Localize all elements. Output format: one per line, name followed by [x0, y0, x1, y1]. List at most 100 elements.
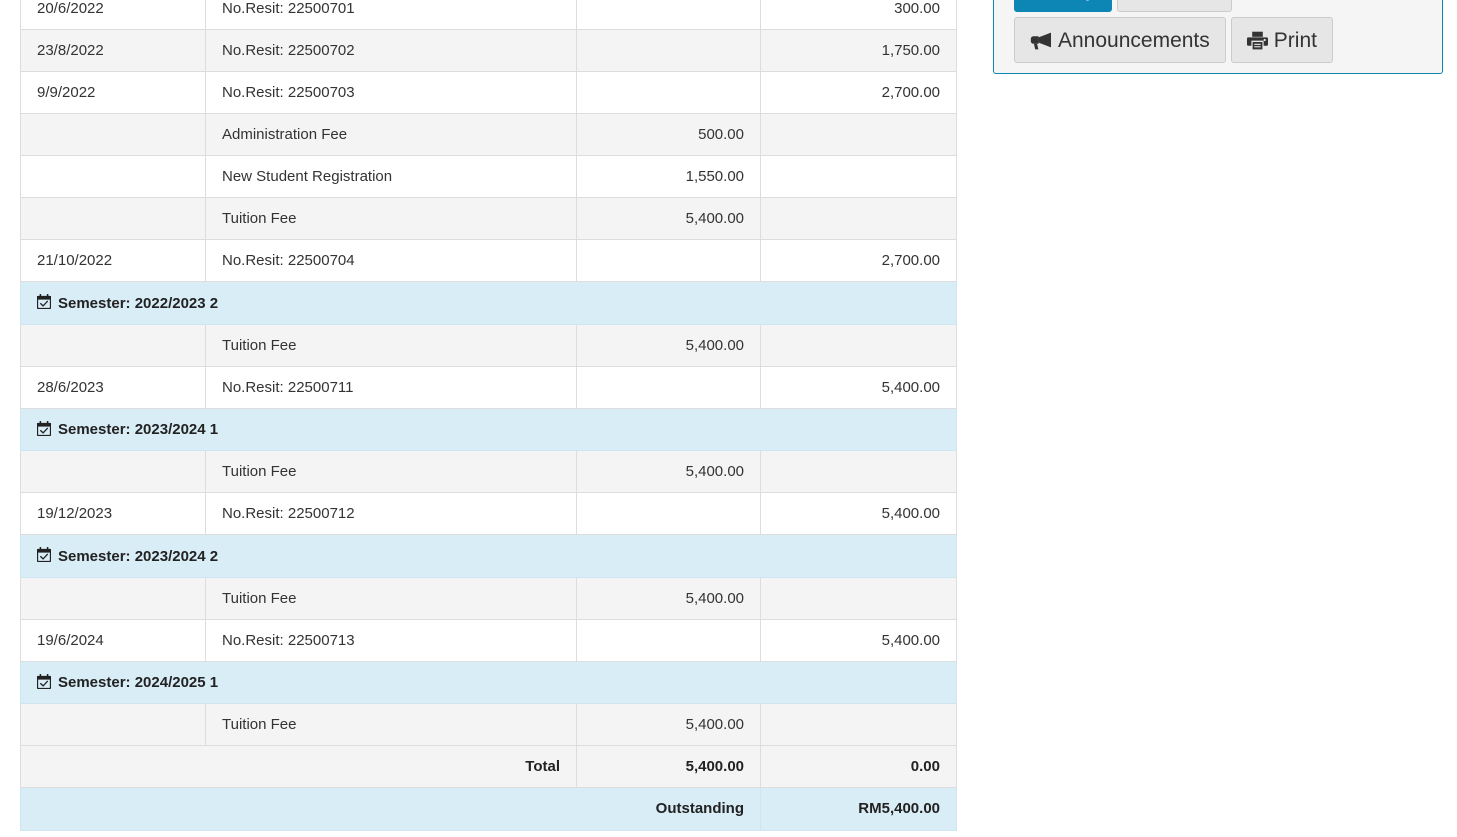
transaction-credit-cell — [760, 703, 957, 747]
transaction-debit-cell: 5,400.00 — [576, 576, 761, 620]
transaction-debit-cell — [576, 0, 761, 30]
bullhorn-icon — [1030, 32, 1051, 49]
table-row: Tuition Fee 5,400.00 — [20, 576, 957, 620]
action-panel: Pay Profile Announcements Print — [993, 0, 1443, 74]
transaction-description-cell: Tuition Fee — [205, 576, 577, 620]
table-row: 21/10/2022 No.Resit: 22500704 2,700.00 — [20, 239, 957, 282]
total-row: Total 5,400.00 0.00 — [20, 745, 957, 789]
transaction-debit-cell: 5,400.00 — [576, 197, 761, 240]
transaction-description-cell: No.Resit: 22500711 — [205, 365, 577, 409]
profile-button[interactable]: Profile — [1117, 0, 1232, 12]
print-button[interactable]: Print — [1230, 17, 1333, 63]
transaction-date-cell: 20/6/2022 — [20, 0, 206, 30]
transaction-debit-cell — [576, 365, 761, 409]
semester-header-row: Semester: 2023/2024 1 — [20, 407, 957, 452]
semester-header-row: Semester: 2024/2025 1 — [20, 660, 957, 705]
fee-statement-panel: 20/6/2022 No.Resit: 22500701 300.00 23/8/20… — [20, 0, 957, 832]
pay-button[interactable]: Pay — [1014, 0, 1113, 12]
transaction-credit-cell: 2,700.00 — [760, 239, 957, 282]
transaction-date-cell: 23/8/2022 — [20, 29, 206, 72]
semester-label: Semester: 2024/2025 1 — [58, 674, 219, 692]
transaction-description-cell: No.Resit: 22500713 — [205, 618, 577, 662]
table-row: Tuition Fee 5,400.00 — [20, 197, 957, 240]
outstanding-label: Outstanding — [20, 787, 761, 832]
transaction-description-cell: No.Resit: 22500702 — [205, 29, 577, 72]
transaction-credit-cell: 5,400.00 — [760, 618, 957, 662]
transaction-date-cell: 28/6/2023 — [20, 365, 206, 409]
transaction-description-cell: Tuition Fee — [205, 323, 577, 367]
outstanding-row: Outstanding RM5,400.00 — [20, 787, 957, 832]
transaction-date-cell — [20, 450, 206, 494]
table-row: 20/6/2022 No.Resit: 22500701 300.00 — [20, 0, 957, 30]
transaction-credit-cell — [760, 197, 957, 240]
transaction-credit-cell — [760, 450, 957, 494]
transaction-credit-cell — [760, 155, 957, 198]
transaction-date-cell: 19/6/2024 — [20, 618, 206, 662]
transaction-description-cell: New Student Registration — [205, 155, 577, 198]
calendar-check-icon — [37, 294, 51, 309]
action-button-tray: Pay Profile Announcements Print — [1014, 0, 1434, 63]
table-row: 19/6/2024 No.Resit: 22500713 5,400.00 — [20, 618, 957, 662]
transaction-debit-cell — [576, 618, 761, 662]
transaction-debit-cell — [576, 71, 761, 114]
transaction-date-cell: 21/10/2022 — [20, 239, 206, 282]
total-debit-value: 5,400.00 — [576, 745, 761, 789]
transaction-credit-cell: 2,700.00 — [760, 71, 957, 114]
total-credit-value: 0.00 — [760, 745, 957, 789]
transaction-debit-cell — [576, 492, 761, 536]
fee-statement-table: 20/6/2022 No.Resit: 22500701 300.00 23/8/20… — [20, 0, 957, 832]
transaction-debit-cell: 500.00 — [576, 113, 761, 156]
transaction-description-cell: No.Resit: 22500704 — [205, 239, 577, 282]
transaction-date-cell — [20, 703, 206, 747]
transaction-credit-cell — [760, 323, 957, 367]
calendar-check-icon — [37, 420, 51, 436]
calendar-check-icon — [37, 673, 51, 689]
print-button-label: Print — [1273, 28, 1317, 52]
transaction-credit-cell — [760, 113, 957, 156]
transaction-date-cell — [20, 113, 206, 156]
semester-label: Semester: 2023/2024 2 — [58, 547, 219, 565]
semester-header-cell: Semester: 2023/2024 2 — [20, 534, 957, 578]
transaction-debit-cell — [576, 29, 761, 72]
transaction-description-cell: Administration Fee — [205, 113, 577, 156]
semester-label: Semester: 2023/2024 1 — [58, 421, 219, 439]
table-row: 28/6/2023 No.Resit: 22500711 5,400.00 — [20, 365, 957, 409]
transaction-debit-cell — [576, 239, 761, 282]
semester-header-row: Semester: 2022/2023 2 — [20, 281, 957, 325]
transaction-date-cell — [20, 323, 206, 367]
transaction-description-cell: No.Resit: 22500701 — [205, 0, 577, 30]
calendar-check-icon — [37, 547, 51, 563]
semester-header-row: Semester: 2023/2024 2 — [20, 534, 957, 578]
transaction-date-cell — [20, 576, 206, 620]
transaction-credit-cell: 300.00 — [760, 0, 957, 30]
table-row: Administration Fee 500.00 — [20, 113, 957, 156]
table-row: 23/8/2022 No.Resit: 22500702 1,750.00 — [20, 29, 957, 72]
table-row: New Student Registration 1,550.00 — [20, 155, 957, 198]
table-row: Tuition Fee 5,400.00 — [20, 323, 957, 367]
transaction-description-cell: No.Resit: 22500712 — [205, 492, 577, 536]
announcements-button-label: Announcements — [1058, 28, 1210, 52]
semester-header-cell: Semester: 2024/2025 1 — [20, 660, 957, 705]
transaction-description-cell: Tuition Fee — [205, 197, 577, 240]
transaction-debit-cell: 5,400.00 — [576, 323, 761, 367]
table-row: 9/9/2022 No.Resit: 22500703 2,700.00 — [20, 71, 957, 114]
semester-header-cell: Semester: 2022/2023 2 — [20, 281, 957, 325]
transaction-debit-cell: 5,400.00 — [576, 450, 761, 494]
transaction-description-cell: No.Resit: 22500703 — [205, 71, 577, 114]
semester-label: Semester: 2022/2023 2 — [58, 294, 219, 312]
transaction-date-cell: 19/12/2023 — [20, 492, 206, 536]
total-label: Total — [20, 745, 577, 789]
transaction-date-cell: 9/9/2022 — [20, 71, 206, 114]
table-row: Tuition Fee 5,400.00 — [20, 703, 957, 747]
transaction-date-cell — [20, 155, 206, 198]
transaction-date-cell — [20, 197, 206, 240]
semester-header-cell: Semester: 2023/2024 1 — [20, 407, 957, 452]
transaction-debit-cell: 1,550.00 — [576, 155, 761, 198]
transaction-credit-cell: 5,400.00 — [760, 365, 957, 409]
transaction-description-cell: Tuition Fee — [205, 450, 577, 494]
outstanding-amount: RM5,400.00 — [760, 787, 957, 832]
transaction-credit-cell: 5,400.00 — [760, 492, 957, 536]
transaction-description-cell: Tuition Fee — [205, 703, 577, 747]
announcements-button[interactable]: Announcements — [1014, 17, 1226, 63]
transaction-credit-cell — [760, 576, 957, 620]
